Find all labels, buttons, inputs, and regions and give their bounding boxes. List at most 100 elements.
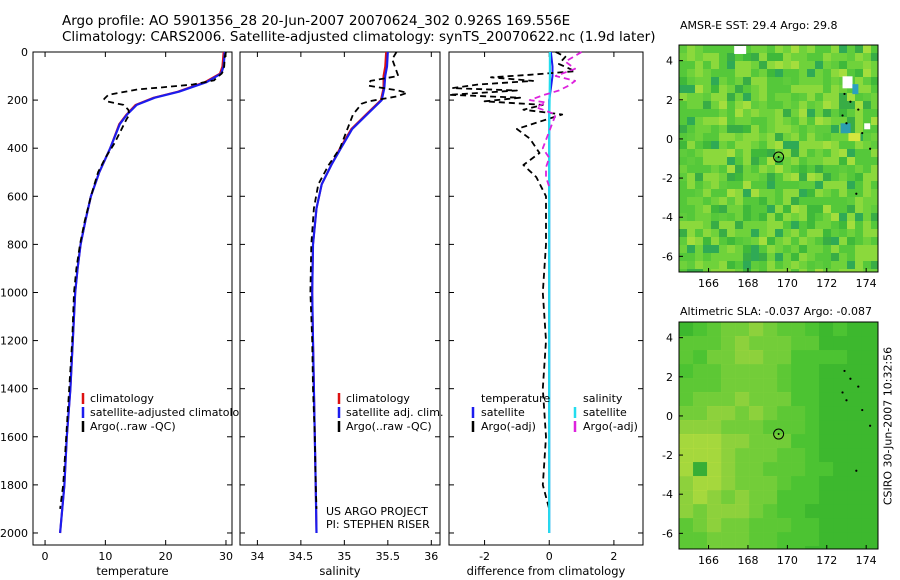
legend-label-salinity: Argo(..raw -QC) xyxy=(346,420,432,433)
island-marker xyxy=(857,385,860,388)
island-marker xyxy=(841,391,844,394)
plot-frame-salinity xyxy=(239,51,441,546)
island-marker xyxy=(857,108,860,111)
depth-tick-label: 1200 xyxy=(0,335,28,348)
float-position-dot xyxy=(777,433,780,436)
island-marker xyxy=(855,192,858,195)
x-tick-label-salinity: 34 xyxy=(250,550,264,563)
series-line-salinity-argo xyxy=(309,51,408,509)
series-line-temperature-satellite xyxy=(59,51,226,534)
island-marker xyxy=(855,469,858,472)
map-x-tick-label: 172 xyxy=(816,554,837,567)
map-y-tick-label: -6 xyxy=(662,250,673,263)
map-field-sst-map xyxy=(679,45,878,272)
depth-tick-label: 400 xyxy=(7,142,28,155)
side-timestamp: CSIRO 30-Jun-2007 10:32:56 xyxy=(881,346,895,506)
legend-label-diff: satellite xyxy=(583,406,627,419)
float-position-dot xyxy=(777,156,780,159)
x-tick-label-difference: 2 xyxy=(610,550,617,563)
series-line-difference-temperature-argo xyxy=(448,51,576,510)
island-marker xyxy=(841,114,844,117)
x-tick-label-temperature: 20 xyxy=(159,550,173,563)
series-line-difference-salinity-argo xyxy=(528,51,583,187)
map-y-tick-label: -4 xyxy=(662,488,673,501)
map-y-tick-label: 2 xyxy=(666,94,673,107)
x-tick-label-salinity: 34.5 xyxy=(289,550,314,563)
legend-label-diff: satellite xyxy=(481,406,525,419)
x-tick-label-difference: -2 xyxy=(479,550,490,563)
x-tick-label-difference: 0 xyxy=(546,550,553,563)
legend-label-salinity: climatology xyxy=(346,392,410,405)
float-position-marker xyxy=(773,428,785,440)
legend-header-1: salinity xyxy=(583,392,623,405)
legend-label-diff: Argo(-adj) xyxy=(481,420,536,433)
map-x-tick-label: 172 xyxy=(816,277,837,290)
x-tick-label-temperature: 10 xyxy=(98,550,112,563)
map-x-tick-label: 166 xyxy=(698,554,719,567)
map-y-tick-label: 2 xyxy=(666,371,673,384)
float-position-marker xyxy=(773,151,785,163)
map-cool-patch xyxy=(840,123,851,134)
depth-tick-label: 1800 xyxy=(0,479,28,492)
island-marker xyxy=(849,100,852,103)
island-marker xyxy=(869,147,872,150)
map-x-tick-label: 166 xyxy=(698,277,719,290)
map-warm-patch xyxy=(848,133,861,142)
map-y-tick-label: -2 xyxy=(662,449,673,462)
plot-frame-difference xyxy=(448,51,644,546)
x-axis-label-salinity: salinity xyxy=(319,564,360,578)
x-tick-label-salinity: 36 xyxy=(424,550,438,563)
x-axis-label-difference: difference from climatology xyxy=(467,564,626,578)
depth-tick-label: 1400 xyxy=(0,383,28,396)
x-tick-label-salinity: 35.5 xyxy=(376,550,401,563)
map-y-tick-label: 4 xyxy=(666,55,673,68)
legend-label-temperature: climatology xyxy=(90,392,154,405)
island-marker xyxy=(845,399,848,402)
legend-label-salinity: satellite adj. clim. xyxy=(346,406,443,419)
map-x-tick-label: 168 xyxy=(737,554,758,567)
island-marker xyxy=(843,369,846,373)
legend-label-temperature: Argo(..raw -QC) xyxy=(90,420,176,433)
map-sst-map xyxy=(678,44,879,273)
figure-title-line1: Argo profile: AO 5901356_28 20-Jun-2007 … xyxy=(62,13,571,29)
map-missing-data xyxy=(734,45,747,54)
map-cool-patch xyxy=(852,84,859,95)
island-marker xyxy=(869,424,872,427)
depth-tick-label: 800 xyxy=(7,238,28,251)
figure-title-line2: Climatology: CARS2006. Satellite-adjuste… xyxy=(62,29,656,45)
depth-tick-label: 1000 xyxy=(0,286,28,299)
map-x-tick-label: 168 xyxy=(737,277,758,290)
credit-pi: PI: STEPHEN RISER xyxy=(326,518,430,531)
map-x-tick-label: 170 xyxy=(777,554,798,567)
island-marker xyxy=(861,131,864,135)
island-marker xyxy=(845,122,848,125)
legend-label-temperature: satellite-adjusted climatolo xyxy=(90,406,240,419)
series-line-difference-salinity-satellite xyxy=(548,52,552,533)
x-tick-label-salinity: 35 xyxy=(337,550,351,563)
x-axis-label-temperature: temperature xyxy=(96,564,168,578)
credit-project: US ARGO PROJECT xyxy=(326,505,428,518)
map-missing-data xyxy=(864,123,871,130)
map-sst-title: AMSR-E SST: 29.4 Argo: 29.8 xyxy=(680,19,838,32)
depth-tick-label: 2000 xyxy=(0,527,28,540)
island-marker xyxy=(861,408,864,412)
map-y-tick-label: -2 xyxy=(662,172,673,185)
depth-tick-label: 200 xyxy=(7,94,28,107)
map-x-tick-label: 174 xyxy=(856,277,877,290)
map-frame-sla-map xyxy=(678,321,879,550)
map-frame-sst-map xyxy=(678,44,879,273)
series-line-temperature-argo xyxy=(59,51,227,510)
map-y-tick-label: -6 xyxy=(662,527,673,540)
depth-tick-label: 1600 xyxy=(0,431,28,444)
legend-label-diff: Argo(-adj) xyxy=(583,420,638,433)
map-y-tick-label: 0 xyxy=(666,410,673,423)
depth-tick-label: 600 xyxy=(7,190,28,203)
island-marker xyxy=(849,377,852,380)
map-sla-map xyxy=(678,321,879,550)
legend-header-0: temperature xyxy=(481,392,550,405)
plot-frame-temperature xyxy=(32,51,233,546)
map-y-tick-label: 0 xyxy=(666,133,673,146)
map-sla-title: Altimetric SLA: -0.037 Argo: -0.087 xyxy=(680,305,872,318)
map-y-tick-label: -4 xyxy=(662,211,673,224)
